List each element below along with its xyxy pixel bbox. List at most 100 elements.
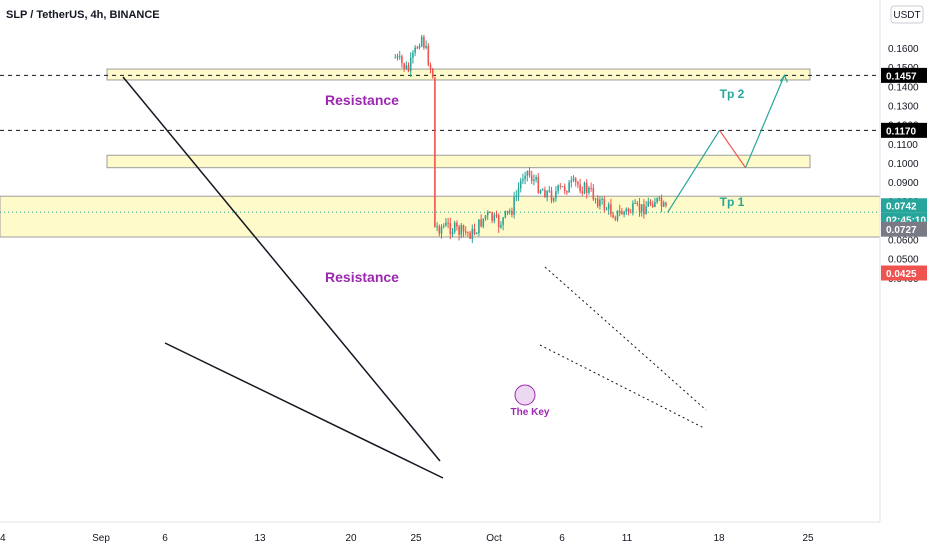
candle-body bbox=[592, 188, 595, 200]
x-tick-label: 6 bbox=[559, 533, 565, 544]
candle-body bbox=[458, 226, 460, 235]
candle-body bbox=[394, 57, 397, 59]
y-tick-label: 0.0900 bbox=[888, 178, 919, 189]
candle-body bbox=[440, 226, 443, 234]
candle-body bbox=[654, 202, 656, 208]
candle-body bbox=[530, 175, 533, 182]
candle-body bbox=[478, 219, 480, 234]
x-tick-label: 25 bbox=[410, 533, 422, 544]
drawings-layer bbox=[122, 76, 707, 479]
candle-body bbox=[636, 202, 639, 204]
candle-body bbox=[442, 225, 445, 227]
candle-body bbox=[640, 204, 643, 212]
x-tick-label: 6 bbox=[162, 533, 168, 544]
candle-body bbox=[511, 210, 513, 215]
y-tick-label: 0.1000 bbox=[888, 159, 919, 170]
price-tag-bg bbox=[881, 122, 927, 138]
candle-body bbox=[601, 199, 603, 201]
candle-body bbox=[566, 190, 568, 193]
price-tag-bg bbox=[881, 198, 927, 213]
candle-body bbox=[431, 68, 434, 78]
key-label: The Key bbox=[511, 407, 550, 418]
price-tag-label: 0.0425 bbox=[886, 269, 917, 280]
wedge-lower-trendline[interactable] bbox=[164, 342, 444, 479]
candle-body bbox=[491, 212, 493, 221]
channel-lower-line[interactable] bbox=[539, 344, 705, 429]
candle-body bbox=[504, 210, 507, 218]
candle-body bbox=[629, 211, 632, 213]
candle-body bbox=[427, 45, 430, 65]
candle-body bbox=[497, 215, 500, 228]
projection-segment bbox=[667, 130, 721, 213]
candle-body bbox=[623, 211, 625, 215]
projection-segment bbox=[744, 75, 785, 168]
candle-body bbox=[656, 198, 658, 203]
currency-button[interactable]: USDT bbox=[890, 5, 924, 24]
candle-body bbox=[519, 180, 522, 189]
candle-body bbox=[401, 56, 403, 64]
currency-button-label[interactable]: USDT bbox=[893, 10, 920, 21]
y-tick-label: 0.1300 bbox=[888, 101, 919, 112]
candle-body bbox=[643, 204, 645, 215]
x-tick-label: Sep bbox=[92, 533, 110, 544]
candle-body bbox=[500, 225, 502, 228]
candle-body bbox=[533, 179, 535, 182]
channel-upper-line[interactable] bbox=[544, 266, 707, 411]
candle-body bbox=[574, 178, 577, 183]
price-tag-bg bbox=[881, 221, 927, 237]
candle-body bbox=[555, 191, 557, 199]
candle-body bbox=[405, 65, 408, 69]
price-tag-label: 0.1170 bbox=[886, 126, 916, 137]
candle-body bbox=[572, 178, 575, 181]
candle-body bbox=[522, 179, 524, 181]
candle-body bbox=[583, 182, 586, 194]
candle-body bbox=[409, 57, 412, 72]
candle-body bbox=[416, 47, 419, 49]
candle-body bbox=[541, 189, 544, 191]
candle-body bbox=[403, 63, 405, 69]
candle-body bbox=[649, 201, 652, 205]
candle-body bbox=[495, 215, 498, 217]
x-tick-label: Oct bbox=[486, 533, 502, 544]
levels-layer bbox=[0, 74, 880, 213]
key-marker[interactable] bbox=[514, 384, 536, 406]
candle-body bbox=[616, 210, 619, 220]
candle-body bbox=[464, 231, 467, 233]
candle-body bbox=[515, 195, 518, 198]
candle-body bbox=[621, 211, 623, 215]
candle-body bbox=[449, 223, 452, 235]
candle-body bbox=[482, 218, 485, 227]
candle-body bbox=[568, 182, 570, 193]
candle-body bbox=[660, 197, 663, 207]
candle-body bbox=[581, 191, 584, 194]
candle-body bbox=[396, 56, 399, 58]
candle-body bbox=[484, 215, 487, 219]
candle-body bbox=[526, 170, 529, 176]
tp1-label: Tp 1 bbox=[720, 195, 745, 209]
candle-body bbox=[508, 210, 511, 212]
price-axis[interactable]: 0.16000.15000.14000.13000.12000.11000.10… bbox=[879, 0, 932, 522]
candle-body bbox=[594, 198, 597, 200]
candle-body bbox=[610, 204, 612, 215]
x-tick-label: 11 bbox=[622, 533, 633, 544]
candle-body bbox=[438, 226, 441, 234]
candle-body bbox=[434, 77, 436, 228]
chart-title: SLP / TetherUS, 4h, BINANCE bbox=[6, 9, 160, 21]
price-tag-bg bbox=[881, 265, 927, 281]
price-tag-bg bbox=[881, 67, 927, 83]
wedge-upper-trendline[interactable] bbox=[122, 76, 441, 462]
candle-body bbox=[486, 212, 489, 216]
candle-body bbox=[634, 202, 636, 204]
projection-layer bbox=[667, 74, 788, 213]
zone-box bbox=[106, 68, 811, 81]
tp2-label: Tp 2 bbox=[720, 87, 745, 101]
candle-body bbox=[429, 64, 432, 69]
candle-body bbox=[559, 185, 562, 187]
candles-layer bbox=[394, 34, 667, 244]
candle-body bbox=[625, 208, 628, 212]
candle-body bbox=[638, 203, 641, 212]
candle-body bbox=[467, 232, 469, 234]
time-axis[interactable]: 4 Sep 6 13 20 25 Oct 6 11 18 25 bbox=[0, 521, 880, 544]
price-tag-label: 0.1457 bbox=[886, 71, 917, 82]
